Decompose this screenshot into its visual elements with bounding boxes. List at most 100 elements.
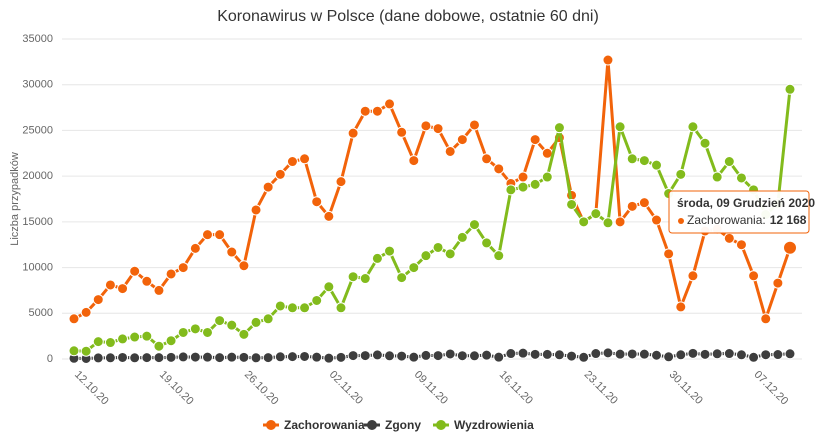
x-tick-label: 16.11.20	[497, 369, 535, 407]
data-point	[541, 171, 553, 183]
data-point	[384, 98, 396, 110]
data-point	[590, 348, 602, 360]
data-point	[529, 134, 541, 146]
data-point	[772, 277, 784, 289]
data-point	[165, 268, 177, 280]
data-point	[323, 210, 335, 222]
data-point	[250, 204, 262, 216]
data-point	[602, 347, 614, 359]
tooltip-box	[668, 190, 810, 234]
data-point	[432, 350, 444, 362]
data-point	[238, 260, 250, 272]
data-point	[783, 240, 797, 255]
legend-item[interactable]: Zgony	[385, 418, 421, 432]
data-point	[104, 337, 116, 349]
legend-marker	[367, 420, 377, 430]
data-point	[335, 176, 347, 188]
x-tick-label: 12.10.20	[72, 369, 111, 408]
data-point	[748, 351, 760, 363]
data-point	[468, 119, 480, 131]
data-point	[129, 352, 141, 364]
data-point	[371, 105, 383, 117]
data-point	[614, 348, 626, 360]
data-point	[238, 351, 250, 363]
data-point	[456, 350, 468, 362]
data-point	[699, 348, 711, 360]
tooltip-label: Zachorowania:	[687, 213, 766, 227]
data-point	[468, 350, 480, 362]
data-point	[384, 350, 396, 362]
data-point	[493, 163, 505, 175]
data-point	[408, 155, 420, 167]
data-point	[456, 134, 468, 146]
data-point	[444, 348, 456, 360]
data-point	[177, 262, 189, 274]
data-point	[735, 172, 747, 184]
data-point	[141, 352, 153, 364]
data-point	[68, 345, 80, 357]
data-point	[675, 168, 687, 180]
data-point	[675, 349, 687, 361]
data-point	[723, 232, 735, 244]
tooltip-marker	[678, 218, 684, 224]
data-point	[517, 347, 529, 359]
data-point	[262, 313, 274, 325]
data-point	[541, 348, 553, 360]
data-point	[153, 284, 165, 296]
data-point	[177, 326, 189, 338]
data-point	[262, 352, 274, 364]
data-point	[735, 239, 747, 251]
data-point	[590, 208, 602, 220]
data-point	[456, 231, 468, 243]
data-point	[371, 349, 383, 361]
data-point	[626, 348, 638, 360]
data-point	[638, 155, 650, 167]
data-point	[214, 352, 226, 364]
y-tick-label: 15000	[22, 216, 53, 228]
data-point	[165, 335, 177, 347]
data-point	[420, 349, 432, 361]
data-point	[663, 351, 675, 363]
data-point	[299, 153, 311, 165]
data-point	[711, 348, 723, 360]
data-point	[153, 340, 165, 352]
data-point	[384, 245, 396, 257]
data-point	[578, 216, 590, 228]
x-tick-label: 07.12.20	[752, 369, 791, 408]
data-point	[566, 350, 578, 362]
data-point	[723, 156, 735, 168]
legend-item[interactable]: Zachorowania	[284, 418, 365, 432]
data-point	[663, 248, 675, 260]
data-point	[505, 348, 517, 360]
data-point	[505, 184, 517, 196]
data-point	[129, 331, 141, 343]
data-point	[201, 326, 213, 338]
data-point	[274, 351, 286, 363]
data-point	[189, 351, 201, 363]
data-point	[735, 349, 747, 361]
y-tick-label: 20000	[22, 170, 53, 182]
data-point	[711, 171, 723, 183]
legend-item[interactable]: Wyzdrowienia	[454, 418, 534, 432]
data-point	[675, 301, 687, 313]
data-point	[553, 122, 565, 134]
data-point	[687, 347, 699, 359]
data-point	[566, 198, 578, 210]
data-point	[299, 350, 311, 362]
data-point	[408, 262, 420, 274]
y-tick-label: 35000	[22, 33, 53, 45]
data-point	[651, 214, 663, 226]
series-line	[73, 59, 792, 324]
x-tick-label: 26.10.20	[242, 369, 281, 408]
data-point	[699, 137, 711, 149]
y-tick-label: 25000	[22, 124, 53, 136]
data-point	[153, 352, 165, 364]
tooltip-value: 12 168	[770, 213, 807, 227]
data-point	[408, 351, 420, 363]
data-point	[214, 229, 226, 241]
data-point	[444, 145, 456, 157]
x-tick-label: 09.11.20	[412, 369, 450, 407]
data-point	[529, 178, 541, 190]
data-point	[748, 270, 760, 282]
